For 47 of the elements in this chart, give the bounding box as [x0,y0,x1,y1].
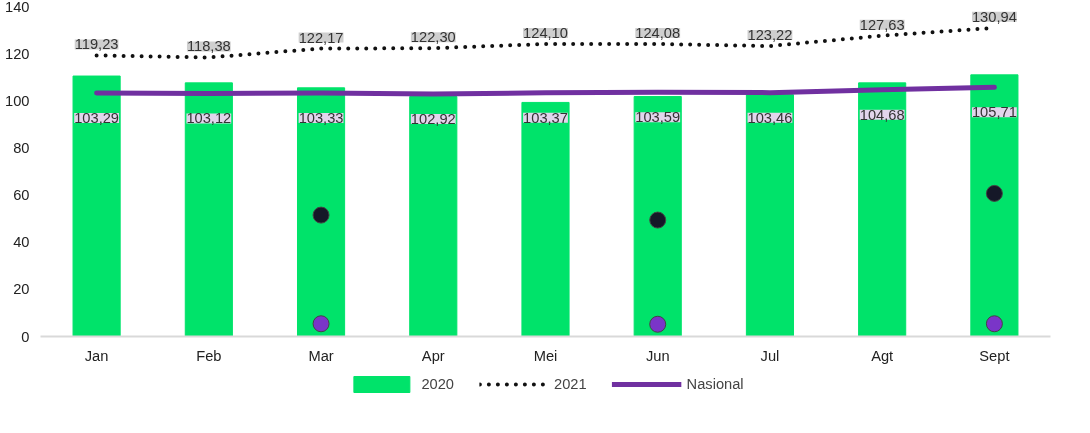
bar [409,96,458,337]
data-label: 123,22 [747,27,793,44]
bar [745,94,795,337]
y-tick-label: 80 [13,139,30,156]
data-label: 122,30 [410,29,456,46]
x-tick-label: Jan [84,347,109,364]
bar [72,75,121,337]
data-label: 127,63 [859,16,905,33]
y-tick-label: 20 [13,281,30,298]
x-tick-label: Sept [979,347,1010,364]
data-label: 102,92 [410,110,456,127]
bar [970,74,1019,337]
data-label: 119,23 [74,36,119,53]
x-tick-label: Agt [871,347,894,364]
y-tick-label: 60 [13,187,30,204]
x-tick-label: Jul [760,347,780,364]
bar [184,82,233,337]
data-label: 103,29 [74,110,120,127]
data-label: 103,12 [186,110,232,127]
x-tick-label: Apr [421,347,445,364]
legend-label: 2021 [553,376,587,392]
y-tick-label: 0 [21,328,30,345]
x-tick-label: Mar [308,347,334,364]
bar [521,101,570,337]
bar [633,96,682,337]
x-tick-label: Feb [196,347,222,364]
data-label: 105,71 [971,104,1017,121]
legend-label: 2020 [421,376,454,392]
data-label: 104,68 [859,106,905,123]
data-label: 118,38 [186,38,231,55]
data-label: 103,37 [523,109,568,126]
bar [858,82,907,337]
y-tick-label: 120 [5,45,30,62]
legend-label: Nasional [686,376,744,392]
data-label: 103,59 [635,109,681,126]
x-tick-label: Mei [533,347,558,364]
y-tick-label: 100 [5,92,30,109]
data-label: 130,94 [971,8,1017,25]
data-label: 103,46 [747,109,793,126]
x-tick-label: Jun [645,347,670,364]
data-label: 103,33 [298,109,344,126]
bar [296,87,346,337]
y-tick-label: 140 [5,0,30,15]
data-label: 122,17 [298,29,344,46]
data-label: 124,10 [523,24,568,41]
data-label: 124,08 [635,25,681,42]
y-tick-label: 40 [13,234,30,251]
